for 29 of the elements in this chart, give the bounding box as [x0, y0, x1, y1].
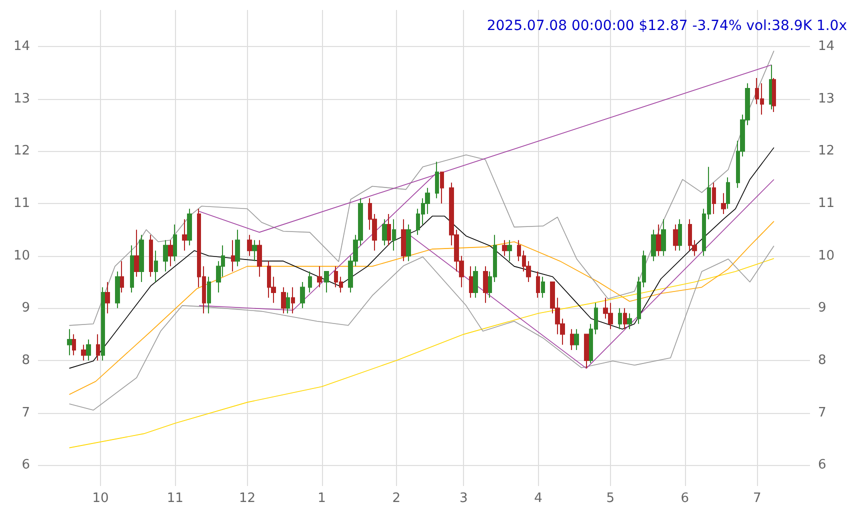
y-tick-label: 14 [13, 39, 30, 54]
y2-tick-label: 8 [818, 352, 826, 368]
y2-tick-label: 12 [818, 144, 835, 159]
y-tick-label: 7 [22, 405, 30, 420]
y2-tick-label: 7 [818, 405, 826, 420]
y2-tick-label: 10 [818, 248, 835, 264]
x-tick-label: 4 [534, 491, 542, 505]
x-tick-label: 2 [392, 491, 400, 505]
y2-tick-label: 11 [818, 196, 835, 212]
x-tick-label: 12 [238, 491, 256, 505]
x-tick-label: 7 [752, 491, 762, 505]
x-tick-label: 6 [680, 491, 690, 505]
y-tick-label: 8 [22, 352, 30, 368]
y2-tick-label: 13 [818, 91, 835, 106]
y-tick-label: 12 [13, 144, 30, 159]
x-tick-label: 11 [166, 491, 184, 505]
y2-tick-label: 6 [818, 458, 826, 473]
x-tick-label: 3 [460, 491, 468, 505]
y-tick-label: 10 [13, 248, 30, 264]
y2-tick-label: 9 [818, 300, 826, 316]
y2-tick-label: 14 [818, 39, 835, 54]
y-tick-label: 11 [13, 196, 30, 212]
y-tick-label: 13 [13, 91, 30, 106]
x-tick-label: 1 [318, 491, 326, 505]
y-tick-label: 9 [22, 300, 30, 316]
text: 2025.07.08 00:00:00 $12.87 -3.74% vol:38.9K 1.0x [486, 18, 848, 34]
x-tick-label: 5 [606, 491, 615, 505]
y-tick-label: 6 [22, 458, 30, 473]
x-tick-label: 10 [92, 491, 109, 505]
